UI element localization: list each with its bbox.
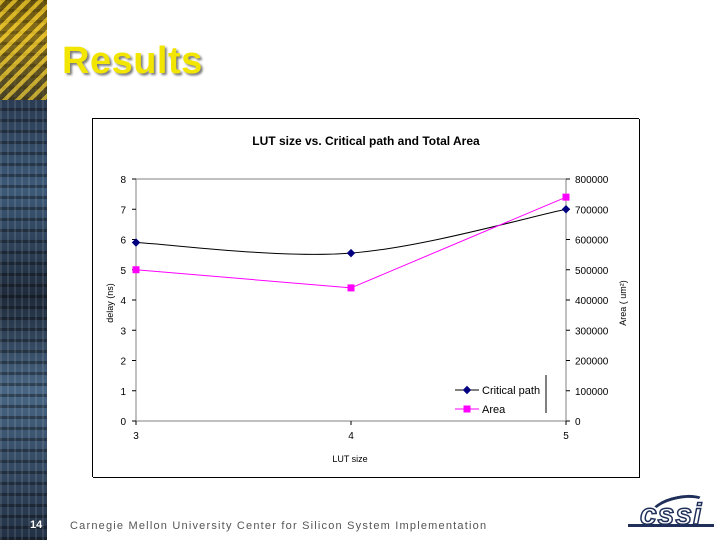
chart: 0 1 2 3 4 5 6 7 8 0 100000 200000 300000 400000 500000… [105,134,628,464]
y-left-tick-label: 8 [120,175,126,186]
y-axis-right-label: Area ( um²) [618,280,628,326]
footer-text: Carnegie Mellon University Center for Si… [70,520,488,532]
data-point-area [132,266,140,274]
y-right-tick-label: 800000 [575,175,609,186]
y-left-tick-label: 1 [120,387,126,398]
y-left-tick-label: 4 [120,296,126,307]
legend-label-critical-path: Critical path [482,385,540,397]
y-left-tick-label: 3 [120,326,126,337]
decorative-chip-strip [0,0,47,540]
data-point-area [347,284,355,292]
x-axis-label: LUT size [332,454,367,464]
series-line-critical-path [135,208,567,255]
y-right-tick-label: 700000 [575,205,609,216]
legend-label-area: Area [482,404,506,416]
y-axis-left-label: delay (ns) [105,283,115,323]
data-point-critical-path [131,238,141,247]
x-tick-label: 3 [133,431,139,442]
series-line-area [135,196,567,289]
y-left-tick-label: 6 [120,236,126,247]
legend-marker-area [463,405,471,413]
page-number: 14 [30,519,43,531]
legend-marker-critical-path [462,385,472,395]
x-tick-label: 5 [563,431,569,442]
data-point-area [562,193,570,201]
data-point-critical-path [346,248,356,258]
y-left-tick-label: 2 [120,357,126,368]
chart-panel: 0 1 2 3 4 5 6 7 8 0 100000 200000 300000 400000 500000… [92,118,639,477]
y-left-tick-label: 5 [120,266,126,277]
slide-title: Results [62,40,203,82]
y-right-tick-label: 100000 [575,387,609,398]
logo-underline [628,524,714,527]
y-right-tick-label: 400000 [575,296,609,307]
y-right-tick-label: 600000 [575,236,609,247]
y-right-tick-label: 300000 [575,326,609,337]
cssi-logo: cssi [628,490,716,536]
y-right-tick-label: 500000 [575,266,609,277]
data-point-critical-path [561,205,571,214]
y-right-tick-label: 200000 [575,357,609,368]
y-right-tick-label: 0 [575,417,581,428]
chart-title: LUT size vs. Critical path and Total Are… [252,134,480,148]
y-left-tick-label: 7 [120,205,126,216]
x-tick-label: 4 [348,431,354,442]
y-left-tick-label: 0 [120,417,126,428]
